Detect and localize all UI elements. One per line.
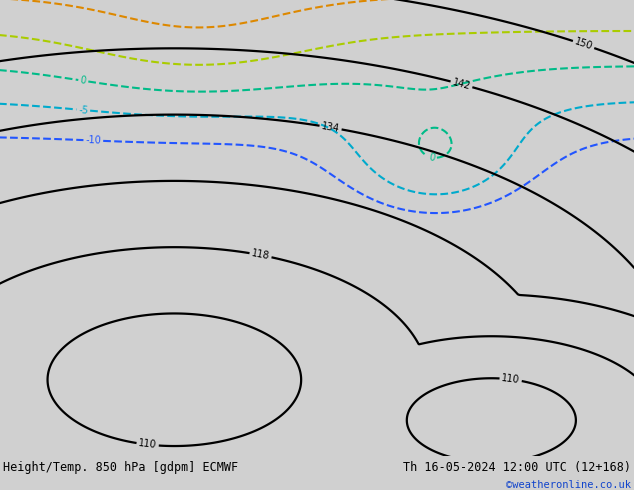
Text: ©weatheronline.co.uk: ©weatheronline.co.uk xyxy=(506,480,631,490)
Text: 110: 110 xyxy=(138,439,157,450)
Text: 142: 142 xyxy=(451,77,472,92)
Text: 0: 0 xyxy=(79,75,87,86)
Text: 150: 150 xyxy=(573,37,594,52)
Text: 118: 118 xyxy=(250,248,271,262)
Text: Th 16-05-2024 12:00 UTC (12+168): Th 16-05-2024 12:00 UTC (12+168) xyxy=(403,461,631,474)
Text: 110: 110 xyxy=(501,373,521,386)
Text: -10: -10 xyxy=(85,135,101,146)
Text: 0: 0 xyxy=(428,152,436,163)
Text: 134: 134 xyxy=(321,121,340,134)
Text: 118: 118 xyxy=(0,469,14,486)
Text: Height/Temp. 850 hPa [gdpm] ECMWF: Height/Temp. 850 hPa [gdpm] ECMWF xyxy=(3,461,238,474)
Text: 118: 118 xyxy=(356,468,377,486)
Text: -5: -5 xyxy=(78,105,89,116)
